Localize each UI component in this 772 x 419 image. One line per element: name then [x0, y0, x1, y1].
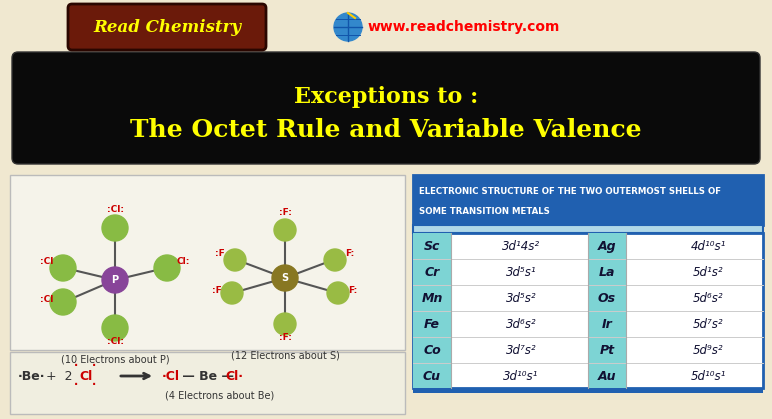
FancyBboxPatch shape — [68, 4, 266, 50]
Text: ·: · — [73, 357, 80, 376]
Circle shape — [274, 219, 296, 241]
Circle shape — [102, 267, 128, 293]
Text: SOME TRANSITION METALS: SOME TRANSITION METALS — [419, 207, 550, 215]
Text: Cl:: Cl: — [176, 257, 190, 266]
Text: Au: Au — [598, 370, 616, 383]
Text: :Cl:: :Cl: — [107, 337, 124, 346]
Text: +  2: + 2 — [46, 370, 73, 383]
Text: :Cl: :Cl — [40, 257, 54, 266]
Circle shape — [50, 255, 76, 281]
Text: 5d⁷s²: 5d⁷s² — [692, 318, 723, 331]
Text: The Octet Rule and Variable Valence: The Octet Rule and Variable Valence — [130, 118, 642, 142]
Text: Sc: Sc — [424, 240, 440, 253]
Text: Ag: Ag — [598, 240, 616, 253]
Circle shape — [221, 282, 243, 304]
Text: 3d⁷s²: 3d⁷s² — [506, 344, 537, 357]
Text: 5d⁹s²: 5d⁹s² — [692, 344, 723, 357]
Text: Fe: Fe — [424, 318, 440, 331]
Circle shape — [327, 282, 349, 304]
Circle shape — [102, 215, 128, 241]
Circle shape — [154, 255, 180, 281]
Text: — Be —: — Be — — [178, 370, 239, 383]
Text: :F: :F — [212, 286, 222, 295]
Text: ·: · — [73, 376, 80, 395]
Text: (4 Electrons about Be): (4 Electrons about Be) — [165, 390, 275, 400]
Text: ·: · — [91, 357, 97, 376]
Bar — [413, 175, 763, 225]
Text: 5d¹s²: 5d¹s² — [692, 266, 723, 279]
Circle shape — [224, 249, 246, 271]
Bar — [413, 388, 763, 393]
Text: 3d⁶s²: 3d⁶s² — [506, 318, 537, 331]
Text: S: S — [282, 273, 289, 283]
Text: Ir: Ir — [601, 318, 612, 331]
Text: Cr: Cr — [425, 266, 439, 279]
Text: Mn: Mn — [422, 292, 442, 305]
Text: 3d¹⁰s¹: 3d¹⁰s¹ — [503, 370, 539, 383]
Text: Os: Os — [598, 292, 616, 305]
Text: 3d⁵s¹: 3d⁵s¹ — [506, 266, 537, 279]
Circle shape — [334, 13, 362, 41]
Text: Cl: Cl — [79, 370, 92, 383]
Text: ELECTRONIC STRUCTURE OF THE TWO OUTERMOST SHELLS OF: ELECTRONIC STRUCTURE OF THE TWO OUTERMOS… — [419, 186, 721, 196]
Text: :F: :F — [215, 249, 225, 258]
Circle shape — [272, 265, 298, 291]
Text: (10 Electrons about P): (10 Electrons about P) — [61, 354, 169, 364]
Bar — [588, 233, 626, 388]
Circle shape — [50, 289, 76, 315]
Text: Exceptions to :: Exceptions to : — [294, 86, 478, 108]
Text: 4d¹⁰s¹: 4d¹⁰s¹ — [690, 240, 726, 253]
Text: www.readchemistry.com: www.readchemistry.com — [368, 20, 560, 34]
Text: (12 Electrons about S): (12 Electrons about S) — [231, 350, 340, 360]
Text: Read Chemistry: Read Chemistry — [93, 20, 241, 36]
Text: :F:: :F: — [279, 333, 292, 342]
Bar — [413, 225, 763, 233]
Text: 5d⁶s²: 5d⁶s² — [692, 292, 723, 305]
Circle shape — [324, 249, 346, 271]
Text: F:: F: — [348, 286, 357, 295]
Text: Pt: Pt — [599, 344, 615, 357]
Text: :F:: :F: — [279, 208, 292, 217]
Text: Co: Co — [423, 344, 441, 357]
Text: 5d¹⁰s¹: 5d¹⁰s¹ — [690, 370, 726, 383]
Text: 3d⁵s²: 3d⁵s² — [506, 292, 537, 305]
Bar — [10, 175, 405, 350]
Text: Cu: Cu — [423, 370, 441, 383]
Text: Cl·: Cl· — [225, 370, 243, 383]
Bar — [10, 352, 405, 414]
Text: 3d¹4s²: 3d¹4s² — [502, 240, 540, 253]
Text: ·: · — [91, 376, 97, 395]
Text: ·Cl: ·Cl — [162, 370, 180, 383]
Text: F:: F: — [345, 249, 354, 258]
Bar — [413, 233, 451, 388]
Text: P: P — [111, 275, 119, 285]
FancyBboxPatch shape — [12, 52, 760, 164]
Text: :Cl:: :Cl: — [107, 205, 124, 214]
Bar — [413, 233, 763, 388]
Text: :Cl: :Cl — [40, 295, 54, 304]
Text: La: La — [599, 266, 615, 279]
Text: ·Be·: ·Be· — [18, 370, 46, 383]
Circle shape — [102, 315, 128, 341]
Circle shape — [274, 313, 296, 335]
